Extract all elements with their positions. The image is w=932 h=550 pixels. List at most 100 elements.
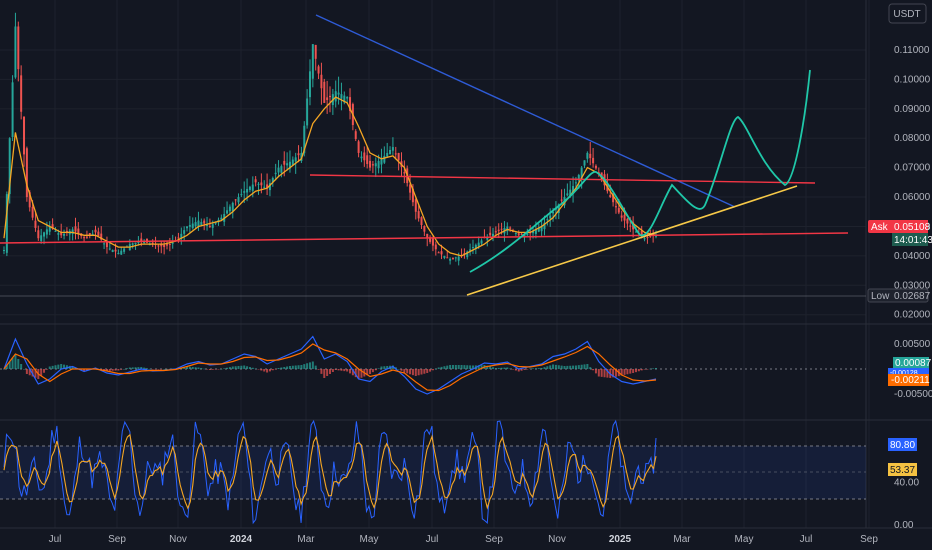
candle-body-195: [560, 199, 563, 201]
macd-hist-bar-17: [51, 365, 54, 369]
candle-body-200: [574, 182, 577, 184]
resistance-line[interactable]: [309, 174, 816, 184]
candle-body-72: [208, 225, 211, 227]
candle-body-149: [429, 237, 432, 242]
macd-hist-bar-111: [320, 369, 323, 374]
macd-hist-bar-200: [574, 365, 577, 369]
macd-hist-bar-124: [357, 369, 360, 379]
time-tick-0: Jul: [49, 534, 62, 545]
candle-body-108: [311, 44, 314, 79]
macd-hist-bar-180: [517, 369, 520, 372]
candle-body-225: [646, 237, 649, 239]
candle-body-123: [354, 131, 357, 139]
candle-body-58: [168, 244, 171, 246]
macd-hist-bar-169: [486, 365, 489, 369]
candle-body-84: [243, 191, 246, 193]
macd-hist-bar-129: [371, 369, 374, 373]
currency-button-bg[interactable]: [888, 3, 927, 24]
macd-hist-bar-73: [211, 369, 214, 370]
macd-tick-0: 0.00500: [894, 339, 931, 350]
candle-body-65: [188, 225, 191, 227]
candle-body-107: [308, 71, 311, 98]
macd-hist-bar-152: [437, 367, 440, 369]
macd-hist-bar-190: [546, 366, 549, 369]
candle-body-26: [77, 228, 80, 234]
macd-hist-bar-29: [85, 369, 88, 371]
macd-hist-bar-77: [223, 368, 226, 369]
macd-hist-bar-203: [583, 364, 586, 369]
candle-body-91: [263, 186, 266, 188]
macd-hist-bar-84: [243, 365, 246, 369]
macd-hist-bar-105: [303, 364, 306, 369]
macd-hist-bar-154: [443, 366, 446, 369]
candle-body-82: [237, 197, 240, 203]
macd-hist-bar-139: [400, 369, 403, 371]
candle-body-117: [337, 92, 340, 95]
candle-body-112: [323, 81, 326, 103]
macd-hist-bar-43: [125, 368, 128, 369]
candle-body-215: [617, 208, 620, 213]
candle-body-48: [140, 238, 143, 242]
macd-hist-bar-19: [57, 364, 60, 369]
macd-hist-bar-85: [246, 366, 249, 369]
macd-line: [3, 335, 657, 395]
candle-body-153: [440, 251, 443, 255]
candle-body-93: [268, 183, 271, 191]
macd-axis-ticks: 0.00500 -0.00500: [894, 339, 932, 400]
candle-body-136: [391, 147, 394, 151]
macd-hist-bar-83: [240, 365, 243, 369]
macd-hist-bar-149: [429, 369, 432, 372]
candle-body-94: [271, 177, 274, 183]
support-line[interactable]: [0, 232, 849, 244]
macd-hist-bar-156: [449, 365, 452, 369]
macd-hist-bar-101: [291, 365, 294, 369]
macd-hist-bar-67: [194, 367, 197, 369]
macd-hist-bar-96: [277, 368, 280, 369]
candle-body-9: [28, 192, 31, 208]
candle-body-70: [203, 220, 206, 224]
candle-body-150: [431, 238, 434, 246]
candle-body-45: [131, 243, 134, 245]
candle-body-83: [240, 194, 243, 196]
macd-hist-bar-208: [597, 369, 600, 377]
macd-hist-bar-117: [337, 369, 340, 371]
macd-hist-bar-167: [480, 365, 483, 369]
candle-body-14: [43, 232, 46, 237]
macd-hist-bar-209: [600, 369, 603, 377]
time-tick-6: Jul: [426, 534, 439, 545]
candle-body-39: [114, 249, 117, 252]
uptrend-line[interactable]: [466, 185, 798, 296]
macd-hist-bar-91: [263, 369, 266, 372]
macd-hist-bar-18: [54, 365, 57, 369]
macd-hist-bar-0: [3, 369, 5, 370]
macd-hist-bar-10: [31, 369, 34, 377]
macd-hist-bar-54: [157, 369, 160, 370]
low-label: Low: [871, 291, 890, 302]
candle-body-86: [248, 186, 251, 190]
macd-hist-bar-63: [183, 367, 186, 369]
candle-body-20: [60, 231, 63, 236]
macd-hist-bar-44: [128, 367, 131, 369]
candle-body-71: [206, 225, 209, 226]
currency-button[interactable]: USDT: [893, 9, 920, 20]
candle-body-32: [94, 229, 97, 233]
macd-hist-bar-38: [111, 369, 114, 371]
macd-hist-bar-6: [20, 364, 23, 369]
candle-body-125: [360, 156, 363, 159]
macd-value: 0.00087: [895, 358, 932, 369]
candle-body-36: [105, 241, 108, 248]
macd-hist-bar-8: [25, 369, 28, 374]
candle-body-80: [231, 202, 234, 212]
candle-body-67: [194, 222, 197, 227]
stoch-d-value-bg: [888, 463, 917, 476]
projection-path[interactable]: [469, 69, 811, 273]
candle-body-142: [409, 184, 412, 193]
time-tick-2: Nov: [169, 534, 187, 545]
downtrend-line[interactable]: [315, 14, 736, 208]
macd-hist-bar-78: [226, 367, 229, 369]
macd-hist-bar-144: [414, 369, 417, 376]
macd-hist-bar-5: [17, 359, 20, 369]
candle-body-89: [257, 183, 260, 185]
macd-hist-bar-118: [340, 369, 343, 371]
